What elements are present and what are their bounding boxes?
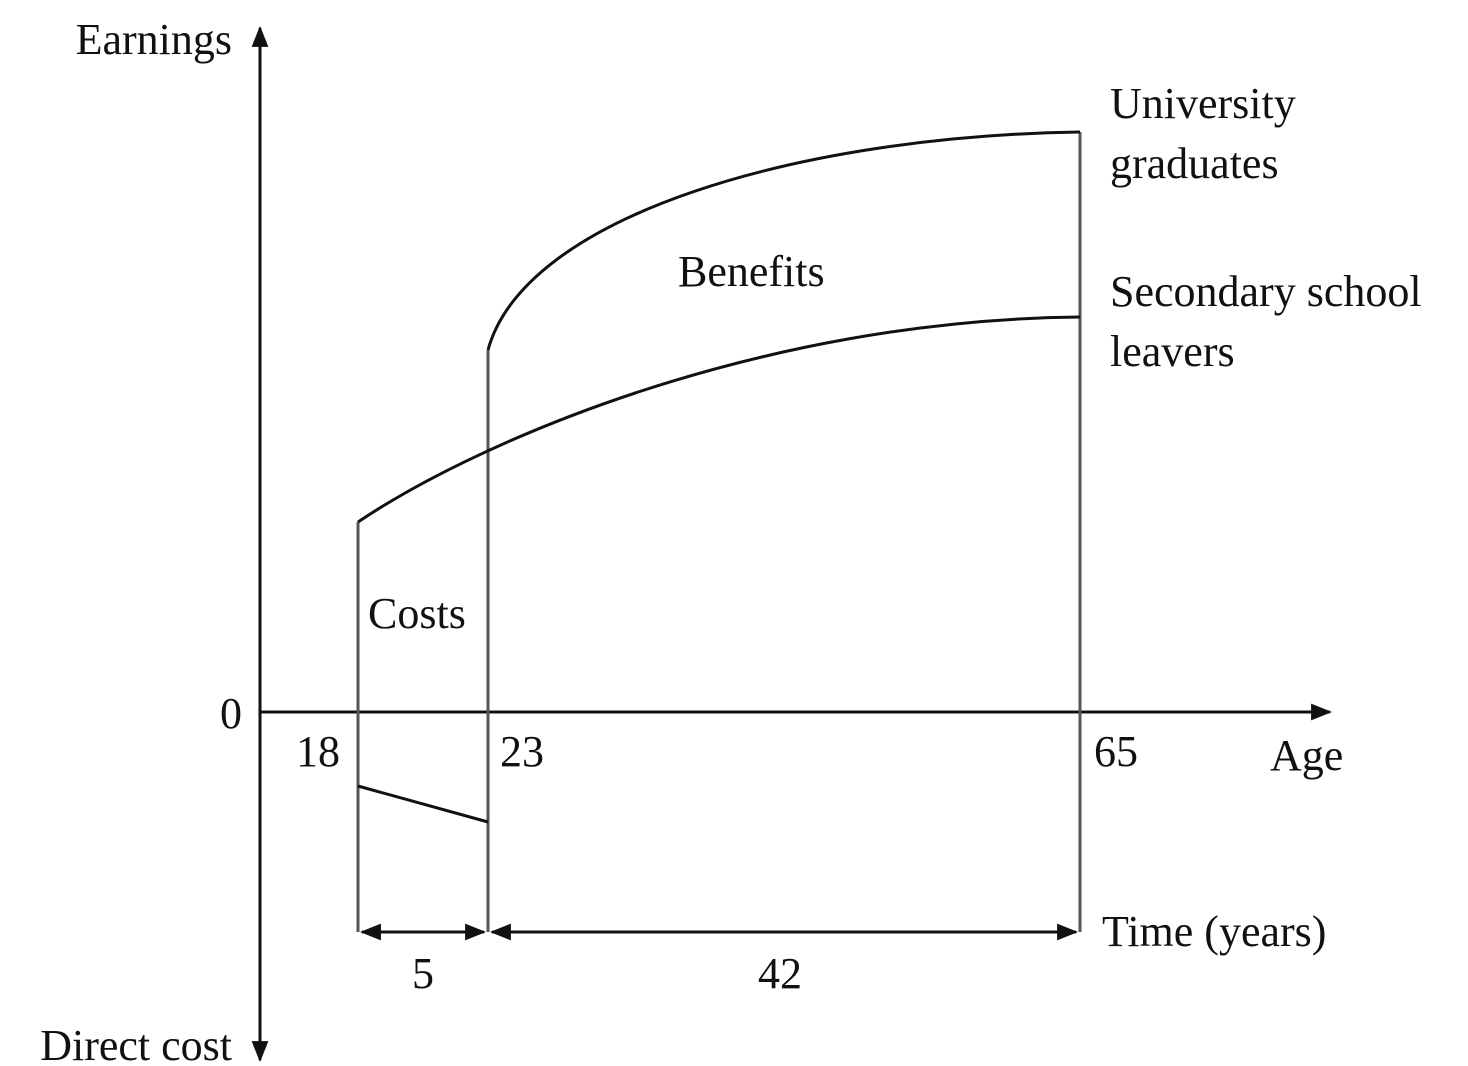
school-leaver-curve [357,315,1081,524]
region-label: Costs [368,589,466,638]
age-label: 65 [1094,727,1138,776]
y-bottom-label: Direct cost [40,1021,232,1066]
curve-label: University [1110,79,1296,128]
time-label: Time (years) [1102,907,1326,956]
graduate-curve [486,130,1081,351]
origin-label: 0 [220,689,242,738]
span-label: 42 [758,949,802,998]
direct-cost-line [357,784,489,824]
curve-label: leavers [1110,327,1235,376]
region-label: Benefits [678,247,825,296]
curve-label: Secondary school [1110,267,1422,316]
x-axis-label: Age [1270,731,1343,780]
curve-label: graduates [1110,139,1279,188]
age-label: 18 [296,727,340,776]
span-label: 5 [412,949,434,998]
age-label: 23 [500,727,544,776]
y-top-label: Earnings [76,15,232,64]
